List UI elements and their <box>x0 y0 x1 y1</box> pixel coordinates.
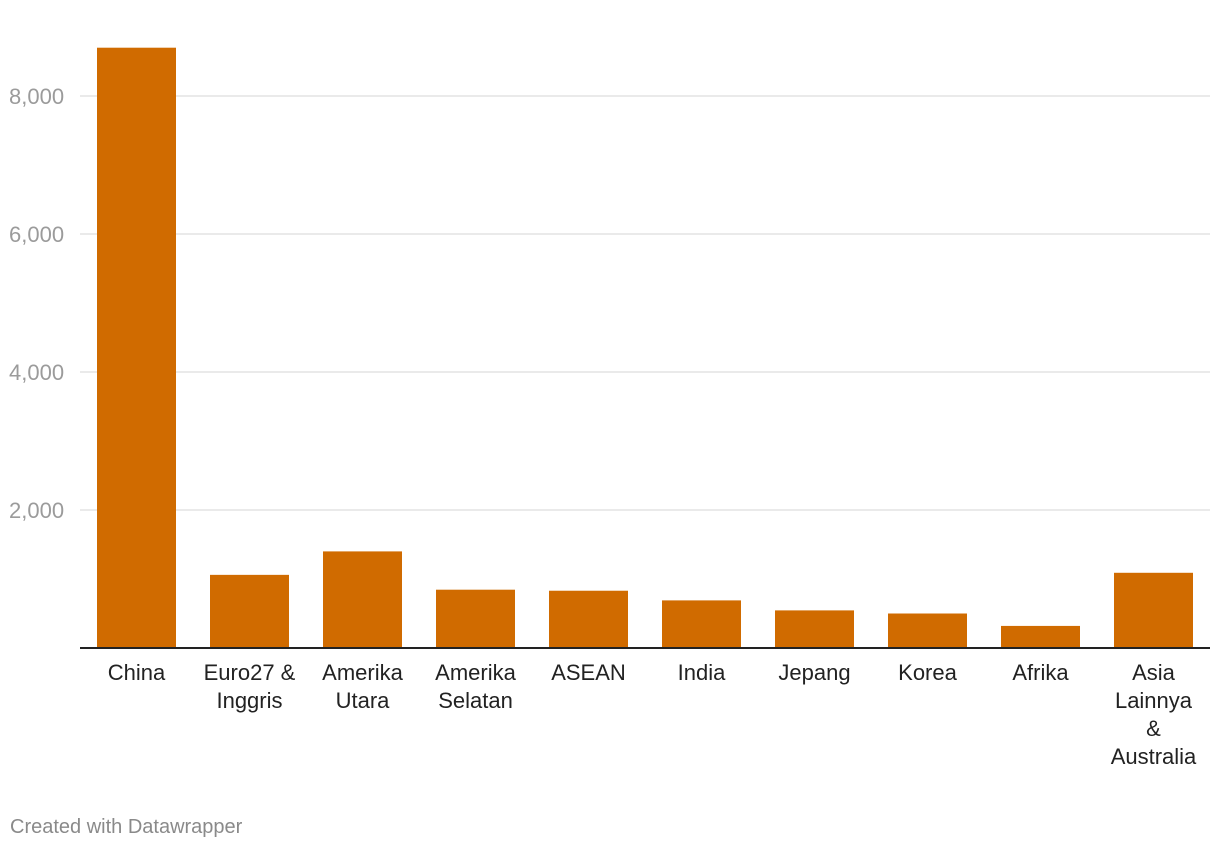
bar <box>1114 572 1193 648</box>
x-tick-label: China <box>108 660 166 685</box>
x-tick-label: India <box>678 660 726 685</box>
x-tick-label: ASEAN <box>551 660 626 685</box>
x-tick-label-line: Inggris <box>216 688 282 713</box>
x-tick-label: Amerika Utara <box>322 660 403 713</box>
bar <box>549 590 628 648</box>
x-tick-label: Euro27 & Inggris <box>204 660 296 713</box>
y-tick-label: 8,000 <box>9 84 64 109</box>
x-tick-label-line: China <box>108 660 166 685</box>
x-tick-label: Korea <box>898 660 957 685</box>
x-tick-label: Afrika <box>1012 660 1069 685</box>
x-tick-label: Jepang <box>778 660 850 685</box>
x-tick-label-line: Australia <box>1111 744 1197 769</box>
y-tick-label: 6,000 <box>9 222 64 247</box>
x-tick-label: Asia Lainnya & Australia <box>1111 660 1197 769</box>
bar <box>662 600 741 648</box>
x-tick-label-line: & <box>1146 716 1161 741</box>
bar <box>436 589 515 648</box>
bar <box>323 551 402 648</box>
y-tick-label: 2,000 <box>9 498 64 523</box>
bar <box>775 610 854 648</box>
x-tick-label-line: Lainnya <box>1115 688 1193 713</box>
x-tick-label-line: Korea <box>898 660 957 685</box>
x-tick-label: Amerika Selatan <box>435 660 516 713</box>
x-tick-label-line: Selatan <box>438 688 513 713</box>
bar <box>97 47 176 648</box>
x-tick-label-line: Utara <box>336 688 391 713</box>
bar <box>888 613 967 648</box>
x-tick-label-line: Afrika <box>1012 660 1069 685</box>
x-tick-label-line: Euro27 & <box>204 660 296 685</box>
y-tick-label: 4,000 <box>9 360 64 385</box>
bar <box>210 574 289 648</box>
bar <box>1001 625 1080 648</box>
x-tick-label-line: Asia <box>1132 660 1176 685</box>
x-tick-label-line: India <box>678 660 726 685</box>
x-tick-label-line: ASEAN <box>551 660 626 685</box>
x-tick-label-line: Amerika <box>435 660 516 685</box>
credit-text[interactable]: Created with Datawrapper <box>10 816 243 838</box>
x-tick-label-line: Amerika <box>322 660 403 685</box>
x-tick-label-line: Jepang <box>778 660 850 685</box>
